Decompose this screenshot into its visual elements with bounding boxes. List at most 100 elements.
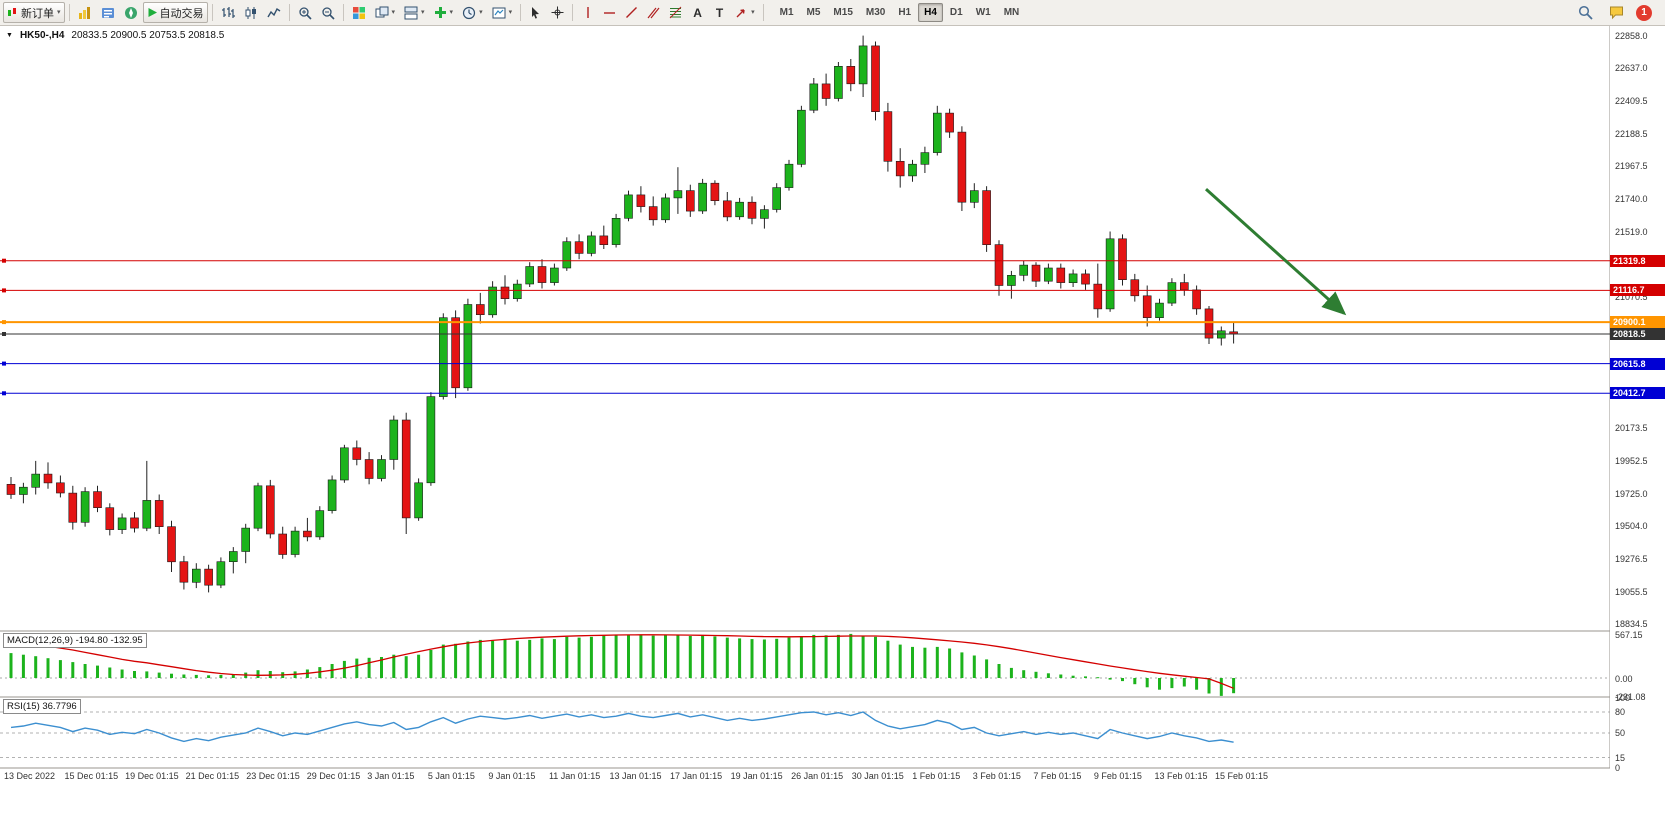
arrows-tool-button[interactable]: ▾ [731, 2, 759, 23]
macd-histogram-bar [71, 662, 75, 678]
candle-body [278, 533, 288, 555]
candle-body [895, 161, 905, 177]
chevron-down-icon: ▾ [421, 9, 425, 16]
toolbar-separator [520, 4, 522, 21]
ohlc-bars-icon [221, 6, 235, 18]
crosshair-tool-button[interactable] [547, 2, 568, 23]
chart-symbol-period: HK50-,H4 [19, 30, 65, 41]
channel-tool-button[interactable] [643, 2, 664, 23]
candle-body [19, 486, 28, 495]
candle-body [648, 206, 658, 221]
tile-windows-button[interactable] [348, 2, 370, 23]
market-watch-button[interactable] [97, 2, 119, 23]
macd-histogram-bar [651, 635, 655, 678]
candle-body [315, 510, 325, 538]
candles-group [6, 35, 1238, 593]
price-lines-group[interactable] [0, 258, 1610, 396]
arrange-windows-button[interactable]: ▾ [400, 2, 429, 23]
trend-arrow-annotation[interactable] [1204, 187, 1347, 316]
macd-histogram-bar [577, 637, 581, 678]
candle-body [661, 197, 670, 221]
macd-histogram-bar [1022, 670, 1026, 678]
arrange-windows-icon [404, 6, 418, 19]
rsi-tick-label: 100 [1615, 693, 1631, 703]
chat-button[interactable] [1605, 2, 1628, 23]
auto-trading-button[interactable]: 自动交易 [142, 2, 208, 23]
line-chart-icon [266, 7, 280, 17]
candle-body [636, 194, 646, 207]
timeframe-h1-button[interactable]: H1 [892, 3, 917, 22]
price-line-handle [2, 361, 6, 366]
bar-chart-type-button[interactable] [217, 2, 239, 23]
vertical-line-icon [586, 7, 589, 18]
timeframe-h4-button[interactable]: H4 [918, 3, 943, 22]
zoom-in-button[interactable] [294, 2, 316, 23]
text-tool-button[interactable]: A [687, 2, 708, 23]
auto-trading-label: 自动交易 [159, 7, 204, 20]
date-axis[interactable]: 13 Dec 2022 15 Dec 01:15 19 Dec 01:15 21 De… [0, 769, 1610, 785]
rsi-tick-label: 50 [1615, 728, 1626, 738]
timeframe-m15-button[interactable]: M15 [827, 3, 858, 22]
candle-body [994, 244, 1004, 286]
candle-body [68, 492, 78, 523]
zoom-out-icon [321, 6, 335, 20]
vertical-line-tool-button[interactable] [577, 2, 598, 23]
macd-histogram-bar [750, 639, 754, 678]
timeframe-w1-button[interactable]: W1 [970, 3, 997, 22]
timeframe-d1-button[interactable]: D1 [944, 3, 969, 22]
label-tool-button[interactable]: T [709, 2, 730, 23]
zoom-out-button[interactable] [317, 2, 339, 23]
macd-histogram-bar [614, 635, 618, 678]
date-tick-label: 7 Feb 01:15 [1033, 771, 1082, 781]
new-order-label: 新订单 [21, 7, 54, 20]
candle-body [1192, 289, 1201, 310]
candlestick-type-button[interactable] [240, 2, 262, 23]
templates-button[interactable]: ▾ [488, 2, 517, 23]
candle-body [1019, 264, 1029, 276]
price-line-handle [2, 332, 6, 336]
date-tick-label: 11 Jan 01:15 [548, 771, 601, 781]
cursor-tool-button[interactable] [525, 2, 546, 23]
line-chart-type-button[interactable] [263, 2, 285, 23]
macd-histogram-bar [1121, 678, 1124, 682]
periods-button[interactable]: ▾ [458, 2, 487, 23]
text-tool-label: A [693, 5, 702, 20]
trendline-tool-button[interactable] [621, 2, 642, 23]
macd-histogram-bar [58, 660, 62, 678]
date-tick-label: 5 Jan 01:15 [427, 771, 475, 781]
macd-histogram-bar [219, 674, 223, 678]
rsi-value-line [10, 711, 1234, 743]
cascade-windows-button[interactable]: ▾ [371, 2, 400, 23]
charts-button[interactable] [74, 2, 96, 23]
timeframe-m5-button[interactable]: M5 [801, 3, 827, 22]
cursor-icon [532, 7, 540, 19]
candle-body [908, 163, 917, 177]
candle-body [821, 83, 831, 99]
macd-histogram-bar [701, 635, 705, 678]
macd-histogram-bar [948, 648, 952, 678]
candle-body [56, 482, 65, 494]
navigator-button[interactable] [120, 2, 142, 23]
timeframe-m1-button[interactable]: M1 [774, 3, 800, 22]
candle-body [241, 527, 250, 552]
macd-histogram-bar [1158, 678, 1161, 690]
timeframe-mn-button[interactable]: MN [998, 3, 1026, 22]
macd-histogram-bar [960, 652, 964, 678]
new-order-button[interactable]: 新订单 ▾ [3, 2, 65, 23]
timeframe-m30-button[interactable]: M30 [860, 3, 891, 22]
price-axis[interactable]: 22858.0 22637.0 22409.5 22188.5 21967.5 21740… [1610, 0, 1665, 839]
macd-group [0, 633, 1610, 696]
macd-histogram-bar [935, 646, 939, 678]
notification-badge[interactable]: 1 [1636, 4, 1652, 21]
macd-histogram-bar [1182, 678, 1186, 687]
macd-histogram-bar [157, 672, 161, 678]
horizontal-line-tool-button[interactable] [599, 2, 620, 23]
macd-histogram-bar [367, 657, 371, 678]
macd-histogram-bar [231, 674, 235, 678]
macd-histogram-bar [417, 654, 421, 678]
indicators-button[interactable]: ▾ [430, 2, 458, 23]
search-button[interactable] [1574, 2, 1597, 23]
fibonacci-tool-button[interactable] [665, 2, 686, 23]
candle-body [1204, 308, 1214, 339]
